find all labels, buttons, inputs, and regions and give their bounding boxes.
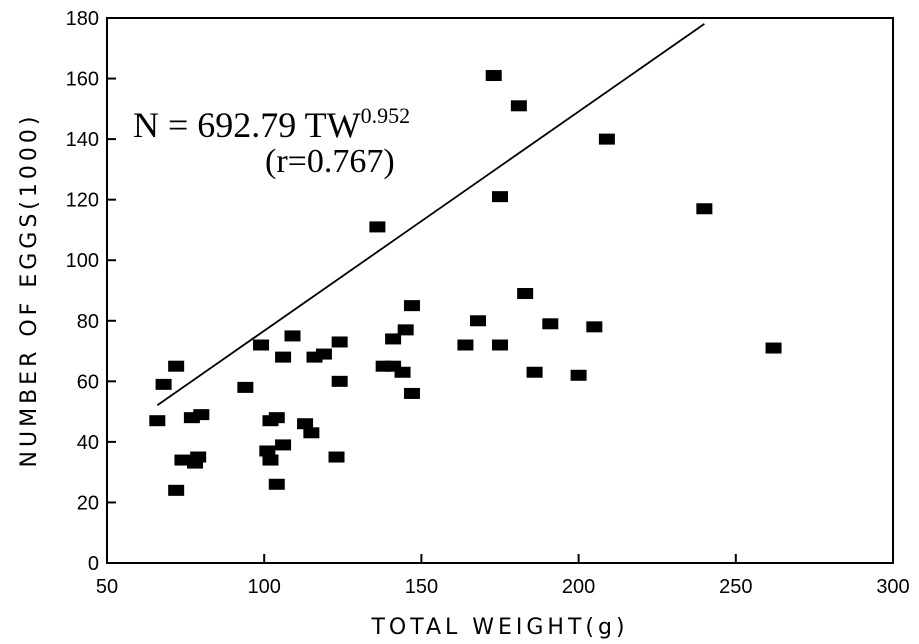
plot-frame [106,17,894,564]
y-tick-label: 180 [66,8,99,30]
data-point [306,351,323,363]
data-point [397,324,414,336]
x-tick-label: 250 [719,576,752,598]
equation-annotation: N = 692.79 TW0.952 [133,103,410,145]
data-point [268,412,285,424]
data-point [492,339,508,351]
data-point [696,203,713,215]
y-axis-label: NUMBER OF EGGS(1000) [17,113,42,468]
data-point [517,288,534,300]
y-tick-label: 60 [77,371,99,393]
data-point [403,387,420,399]
data-point [526,366,543,378]
y-tick-label: 20 [77,492,99,514]
data-point [331,375,348,387]
x-tick-label: 50 [96,576,118,598]
data-point [190,451,207,463]
data-point [331,336,348,348]
x-tick-label: 100 [248,576,281,598]
x-tick-label: 200 [562,576,595,598]
data-point [510,100,527,112]
data-point [375,360,392,372]
axis-ticks [106,17,894,564]
data-point [469,315,486,327]
tick-labels: 50 100 150 200 250 300 0 20 40 60 80 100 120 140 160 18… [66,8,910,598]
data-point [369,221,386,233]
data-point [259,445,276,457]
x-axis-label: TOTAL WEIGHT(g) [370,615,628,640]
data-point [187,457,204,469]
data-point [168,484,185,496]
data-point [183,412,200,424]
data-point [275,439,292,451]
x-tick-label: 300 [876,576,909,598]
data-point [586,321,603,333]
data-point [403,300,420,312]
data-point [237,381,254,393]
data-point [149,415,166,427]
y-tick-label: 40 [77,432,99,454]
y-tick-label: 120 [66,190,99,212]
data-point [174,454,191,466]
x-tick-label: 150 [405,576,438,598]
y-tick-label: 0 [88,553,99,575]
data-point [284,330,301,342]
correlation-annotation: (r=0.767) [265,143,395,180]
data-point [275,351,292,363]
regression-line [156,23,705,407]
data-point [262,454,279,466]
data-point [303,427,320,439]
data-point [492,191,508,203]
data-point [155,378,172,390]
data-point [570,369,587,381]
data-point [385,333,402,345]
data-point [315,348,332,360]
data-point [328,451,345,463]
data-point [193,409,210,421]
data-point [394,366,411,378]
data-point [542,318,559,330]
data-point [457,339,474,351]
data-point [268,478,285,490]
y-tick-label: 100 [66,250,99,272]
data-point [765,342,782,354]
y-tick-label: 160 [66,69,99,91]
data-point [598,133,615,145]
data-point [385,360,402,372]
y-tick-label: 80 [77,311,99,333]
data-point [485,70,502,82]
data-point [297,418,314,430]
data-point [253,339,270,351]
equation-exponent: 0.952 [361,103,411,128]
data-point [168,360,185,372]
data-points [149,70,782,496]
y-tick-label: 140 [66,129,99,151]
